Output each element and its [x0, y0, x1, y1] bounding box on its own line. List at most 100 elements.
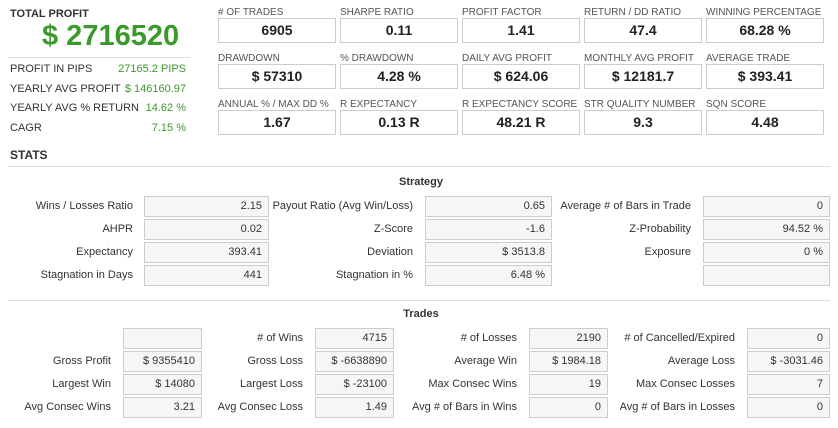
metric-value: 4.48 — [706, 110, 824, 135]
metric-label: MONTHLY AVG PROFIT — [584, 53, 695, 64]
stat-label: Average Loss — [667, 355, 735, 367]
metric-value: $ 624.06 — [462, 64, 580, 89]
stat-value: 0.02 — [144, 219, 269, 240]
stat-label: Z-Score — [373, 223, 413, 235]
stat-label: Avg # of Bars in Losses — [619, 401, 735, 413]
metric-value: 9.3 — [584, 110, 702, 135]
metric-value: 1.41 — [462, 18, 580, 43]
stat-value: 7 — [747, 374, 830, 395]
stat-value: 0 % — [703, 242, 830, 263]
stat-value: $ -23100 — [315, 374, 394, 395]
stat-value: 0 — [703, 196, 830, 217]
stat-label: Largest Loss — [240, 378, 303, 390]
stat-label: Stagnation in Days — [40, 269, 133, 281]
stat-value: 0 — [747, 397, 830, 418]
metric-label: % DRAWDOWN — [340, 53, 414, 64]
metric-label: SHARPE RATIO — [340, 7, 414, 18]
total-profit-title: TOTAL PROFIT — [10, 8, 89, 20]
total-profit-value: $ 2716520 — [42, 20, 180, 52]
metric-value: 0.11 — [340, 18, 458, 43]
stat-value: $ 14080 — [123, 374, 202, 395]
stat-label: # of Cancelled/Expired — [624, 332, 735, 344]
stat-label: Max Consec Losses — [635, 378, 735, 390]
metric-value: $ 57310 — [218, 64, 336, 89]
stat-value: 1.49 — [315, 397, 394, 418]
metric-value: $ 12181.7 — [584, 64, 702, 89]
stat-value: -1.6 — [425, 219, 552, 240]
stat-value: $ 9355410 — [123, 351, 202, 372]
metric-value: 6905 — [218, 18, 336, 43]
summary-label: YEARLY AVG % RETURN — [10, 102, 139, 114]
stat-label: Exposure — [644, 246, 691, 258]
stat-label: Gross Loss — [247, 355, 303, 367]
stat-value: $ 1984.18 — [529, 351, 608, 372]
metric-value: $ 393.41 — [706, 64, 824, 89]
summary-value: 14.62 % — [145, 102, 186, 114]
divider — [8, 300, 830, 301]
stat-value: 0 — [747, 328, 830, 349]
stat-label: Deviation — [367, 246, 413, 258]
stat-value — [123, 328, 202, 349]
stat-label: AHPR — [102, 223, 133, 235]
stat-label: Average Win — [454, 355, 517, 367]
metric-value: 48.21 R — [462, 110, 580, 135]
metric-label: STR QUALITY NUMBER — [584, 99, 696, 110]
stat-value — [703, 265, 830, 286]
stat-label: # of Wins — [257, 332, 303, 344]
divider — [8, 57, 190, 58]
stat-label: Wins / Losses Ratio — [35, 200, 133, 212]
stat-value: 393.41 — [144, 242, 269, 263]
stat-value: 2.15 — [144, 196, 269, 217]
strategy-title: Strategy — [398, 176, 444, 188]
metric-label: AVERAGE TRADE — [706, 53, 791, 64]
stat-label: Avg # of Bars in Wins — [412, 401, 517, 413]
summary-label: CAGR — [10, 121, 42, 134]
stat-value: 4715 — [315, 328, 394, 349]
metric-label: DRAWDOWN — [218, 53, 280, 64]
stat-label: Max Consec Wins — [428, 378, 517, 390]
stat-label: Expectancy — [76, 246, 133, 258]
metric-label: # OF TRADES — [218, 7, 284, 18]
stats-title: STATS — [10, 148, 48, 162]
divider — [8, 166, 830, 167]
stat-label: Payout Ratio (Avg Win/Loss) — [272, 200, 413, 212]
summary-label: YEARLY AVG PROFIT — [10, 82, 121, 95]
metric-label: PROFIT FACTOR — [462, 7, 542, 18]
metric-value: 47.4 — [584, 18, 702, 43]
stat-label: Avg Consec Wins — [24, 401, 111, 413]
summary-value: $ 146160.97 — [124, 82, 186, 95]
stat-value: 2190 — [529, 328, 608, 349]
stat-value: 441 — [144, 265, 269, 286]
metric-value: 68.28 % — [706, 18, 824, 43]
stat-label: Gross Profit — [52, 355, 111, 367]
metric-value: 1.67 — [218, 110, 336, 135]
stat-value: 94.52 % — [703, 219, 830, 240]
stat-label: Avg Consec Loss — [217, 401, 303, 413]
summary-label: PROFIT IN PIPS — [10, 63, 93, 75]
stat-value: 6.48 % — [425, 265, 552, 286]
metric-value: 0.13 R — [340, 110, 458, 135]
stat-value: $ -6638890 — [315, 351, 394, 372]
stat-value: $ -3031.46 — [747, 351, 830, 372]
stat-value: $ 3513.8 — [425, 242, 552, 263]
summary-value: 27165.2 PIPS — [118, 63, 186, 75]
stat-value: 3.21 — [123, 397, 202, 418]
metric-value: 4.28 % — [340, 64, 458, 89]
stat-label: Average # of Bars in Trade — [560, 200, 691, 212]
stat-label: Stagnation in % — [335, 269, 413, 281]
summary-value: 7.15 % — [151, 121, 186, 134]
trades-title: Trades — [403, 308, 439, 320]
metric-label: R EXPECTANCY SCORE — [462, 99, 578, 110]
stat-value: 0 — [529, 397, 608, 418]
metric-label: SQN SCORE — [706, 99, 767, 110]
stat-value: 0.65 — [425, 196, 552, 217]
metric-label: ANNUAL % / MAX DD % — [218, 99, 329, 110]
metric-label: DAILY AVG PROFIT — [462, 53, 553, 64]
metric-label: WINNING PERCENTAGE — [706, 7, 822, 18]
metric-label: R EXPECTANCY — [340, 99, 418, 110]
stat-label: Largest Win — [52, 378, 111, 390]
stat-value: 19 — [529, 374, 608, 395]
metric-label: RETURN / DD RATIO — [584, 7, 682, 18]
stat-label: # of Losses — [460, 332, 517, 344]
